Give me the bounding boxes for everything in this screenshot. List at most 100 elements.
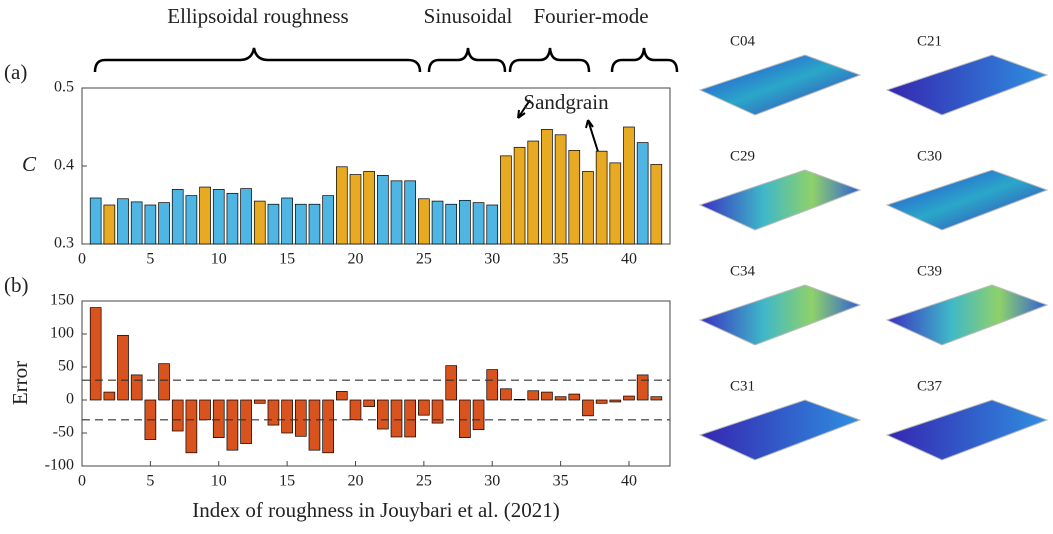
bar <box>363 399 375 407</box>
bar <box>322 399 334 454</box>
bar <box>459 399 471 438</box>
y-tick-label: -100 <box>45 457 74 474</box>
bar <box>240 399 252 444</box>
x-tick-label: 0 <box>78 473 86 490</box>
bar <box>623 395 635 401</box>
bar <box>281 197 293 245</box>
plot-area <box>81 300 671 467</box>
x-axis-label: Index of roughness in Jouybari et al. (2… <box>192 498 559 522</box>
panel-name: C34 <box>730 263 756 279</box>
bar <box>568 150 581 245</box>
bar <box>650 164 663 245</box>
x-tick-label: 30 <box>484 251 500 268</box>
bar <box>377 175 389 245</box>
bar <box>445 203 458 245</box>
bar <box>117 334 129 401</box>
x-tick-label: 25 <box>416 473 432 490</box>
bar <box>349 399 362 421</box>
bar <box>527 140 540 245</box>
bar <box>253 399 266 404</box>
x-tick-label: 15 <box>279 473 295 490</box>
panel-label: (a) <box>4 60 27 84</box>
bar <box>226 399 239 451</box>
panel-name: C31 <box>730 378 755 394</box>
x-tick-label: 35 <box>553 251 569 268</box>
bar <box>582 399 594 417</box>
bar <box>363 171 375 245</box>
bar <box>308 203 321 245</box>
bar <box>500 388 512 401</box>
bar <box>541 391 553 401</box>
bar <box>253 200 266 245</box>
y-tick-label: 0.4 <box>54 157 74 174</box>
y-tick-label: 150 <box>50 292 74 309</box>
panel-name: C37 <box>917 378 943 394</box>
group-label: Sinusoidal <box>424 4 513 28</box>
group-label: Fourier-mode <box>533 4 648 28</box>
bar <box>171 399 184 432</box>
surface <box>885 399 1049 461</box>
bar <box>240 188 252 245</box>
y-tick-label: 0 <box>66 391 74 408</box>
bar <box>595 399 608 404</box>
surface <box>885 54 1049 116</box>
bar <box>623 126 635 245</box>
bar <box>472 399 485 431</box>
bar <box>294 203 307 245</box>
x-tick-label: 0 <box>78 251 86 268</box>
y-tick-label: 0.3 <box>54 235 74 252</box>
bar <box>431 200 444 245</box>
bar <box>199 186 211 245</box>
bar <box>185 195 198 245</box>
bar <box>390 399 403 438</box>
bar <box>185 399 198 454</box>
bar <box>267 203 280 245</box>
bar <box>267 399 280 426</box>
bar <box>582 171 594 245</box>
bar <box>308 399 321 451</box>
x-tick-label: 10 <box>211 251 227 268</box>
bar <box>636 142 649 245</box>
bar <box>226 192 239 245</box>
bar <box>377 399 389 430</box>
panel-name: C39 <box>917 263 942 279</box>
bar <box>595 150 608 245</box>
bar <box>199 399 211 421</box>
bar <box>500 155 512 245</box>
group-label: Ellipsoidal roughness <box>167 4 348 28</box>
bar <box>103 391 116 401</box>
surface <box>698 54 862 116</box>
bar <box>171 189 184 245</box>
x-tick-label: 40 <box>621 473 637 490</box>
bar <box>486 369 499 401</box>
x-tick-label: 5 <box>146 251 154 268</box>
panel-name: C21 <box>917 33 942 49</box>
bar <box>103 204 116 245</box>
y-tick-label: 100 <box>50 325 74 342</box>
bar <box>554 396 567 401</box>
bar <box>212 399 225 438</box>
bar <box>212 189 225 245</box>
panel-name: C29 <box>730 148 755 164</box>
y-axis-label: Error <box>8 361 32 405</box>
bar <box>158 202 170 245</box>
bar <box>294 399 307 437</box>
bar <box>650 396 663 401</box>
bar <box>158 363 170 401</box>
x-tick-label: 20 <box>347 251 363 268</box>
x-tick-label: 5 <box>146 473 154 490</box>
bar <box>541 128 553 245</box>
surface <box>885 169 1049 231</box>
x-tick-label: 25 <box>416 251 432 268</box>
bar <box>636 374 649 401</box>
bar <box>513 398 526 401</box>
bar <box>609 399 622 403</box>
bar <box>527 390 540 401</box>
surface <box>698 169 862 231</box>
bar <box>349 174 362 245</box>
panel-name: C30 <box>917 148 942 164</box>
x-tick-label: 30 <box>484 473 500 490</box>
y-tick-label: 50 <box>58 358 74 375</box>
braces <box>93 47 679 73</box>
